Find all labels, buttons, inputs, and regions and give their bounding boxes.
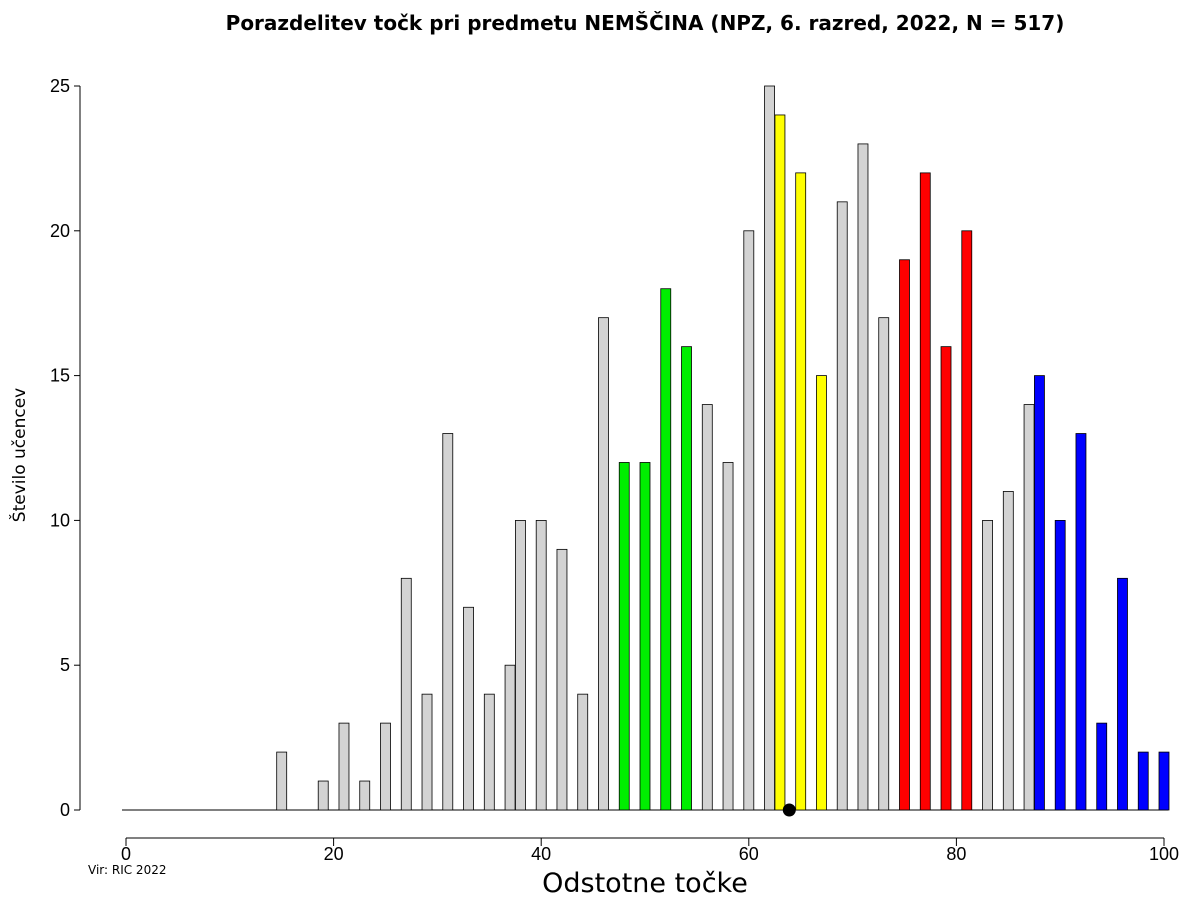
bar-60 bbox=[743, 230, 755, 811]
x-ticks: 0 20 40 60 80 100 bbox=[121, 838, 1179, 864]
bar-96 bbox=[1117, 577, 1128, 811]
bar-56 bbox=[701, 404, 713, 811]
bar-21 bbox=[338, 722, 350, 811]
y-axis-label: Število učencev bbox=[8, 388, 30, 522]
bar-90 bbox=[1054, 520, 1066, 811]
bar-67 bbox=[816, 375, 827, 811]
x-tick-label: 0 bbox=[121, 844, 131, 864]
bar-38 bbox=[515, 520, 526, 811]
bar-23 bbox=[359, 780, 371, 811]
bar-94 bbox=[1096, 722, 1108, 811]
bar-100 bbox=[1158, 751, 1170, 811]
bar-46 bbox=[598, 317, 609, 811]
bar-29 bbox=[421, 693, 433, 811]
y-tick-label: 5 bbox=[60, 655, 70, 675]
bar-19 bbox=[317, 780, 329, 811]
bar-79 bbox=[940, 346, 952, 811]
bar-58 bbox=[722, 462, 734, 811]
bar-92 bbox=[1075, 433, 1087, 811]
bar-87 bbox=[1023, 404, 1035, 811]
mean-marker bbox=[782, 803, 796, 817]
y-tick-label: 25 bbox=[50, 76, 70, 96]
bar-81 bbox=[961, 230, 973, 811]
bar-85 bbox=[1002, 491, 1014, 811]
x-tick-label: 20 bbox=[324, 844, 344, 864]
bar-75 bbox=[899, 259, 910, 811]
bar-40 bbox=[535, 520, 547, 811]
bar-69 bbox=[836, 201, 848, 811]
bar-27 bbox=[400, 577, 412, 811]
bars bbox=[276, 85, 1170, 811]
bar-48 bbox=[618, 462, 630, 811]
x-tick-label: 80 bbox=[946, 844, 966, 864]
bar-65 bbox=[795, 172, 807, 811]
bar-37 bbox=[504, 664, 516, 811]
y-ticks: 0 5 10 15 20 25 bbox=[50, 76, 80, 820]
bar-71 bbox=[857, 143, 869, 811]
bar-98 bbox=[1137, 751, 1149, 811]
bar-52 bbox=[660, 288, 672, 811]
y-tick-label: 10 bbox=[50, 510, 70, 530]
bar-77 bbox=[919, 172, 931, 811]
bar-35 bbox=[483, 693, 495, 811]
bar-54 bbox=[681, 346, 692, 811]
chart-title: Porazdelitev točk pri predmetu NEMŠČINA … bbox=[226, 11, 1065, 35]
source-note: Vir: RIC 2022 bbox=[88, 863, 166, 877]
bar-15 bbox=[276, 751, 288, 811]
bar-44 bbox=[577, 693, 589, 811]
bar-63 bbox=[774, 114, 786, 811]
y-tick-label: 20 bbox=[50, 221, 70, 241]
bar-31 bbox=[442, 433, 454, 811]
mean-marker-group bbox=[782, 803, 796, 817]
y-tick-label: 15 bbox=[50, 366, 70, 386]
bar-50 bbox=[639, 462, 651, 811]
bar-33 bbox=[463, 606, 474, 811]
x-tick-label: 100 bbox=[1149, 844, 1179, 864]
bar-83 bbox=[982, 520, 993, 811]
bar-73 bbox=[878, 317, 890, 811]
bar-62 bbox=[764, 85, 775, 811]
bar-88 bbox=[1034, 375, 1045, 811]
bar-25 bbox=[380, 722, 391, 811]
x-axis-label: Odstotne točke bbox=[542, 868, 748, 898]
y-tick-label: 0 bbox=[60, 800, 70, 820]
bar-42 bbox=[556, 548, 568, 811]
x-tick-label: 60 bbox=[739, 844, 759, 864]
x-tick-label: 40 bbox=[531, 844, 551, 864]
